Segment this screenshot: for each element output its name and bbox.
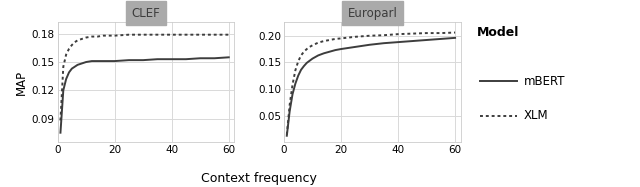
Text: Model: Model bbox=[477, 26, 519, 39]
Text: XLM: XLM bbox=[524, 109, 548, 122]
Y-axis label: MAP: MAP bbox=[15, 70, 28, 95]
Title: CLEF: CLEF bbox=[132, 7, 161, 20]
Text: mBERT: mBERT bbox=[524, 75, 565, 88]
Title: Europarl: Europarl bbox=[348, 7, 397, 20]
Text: Context frequency: Context frequency bbox=[201, 172, 317, 185]
